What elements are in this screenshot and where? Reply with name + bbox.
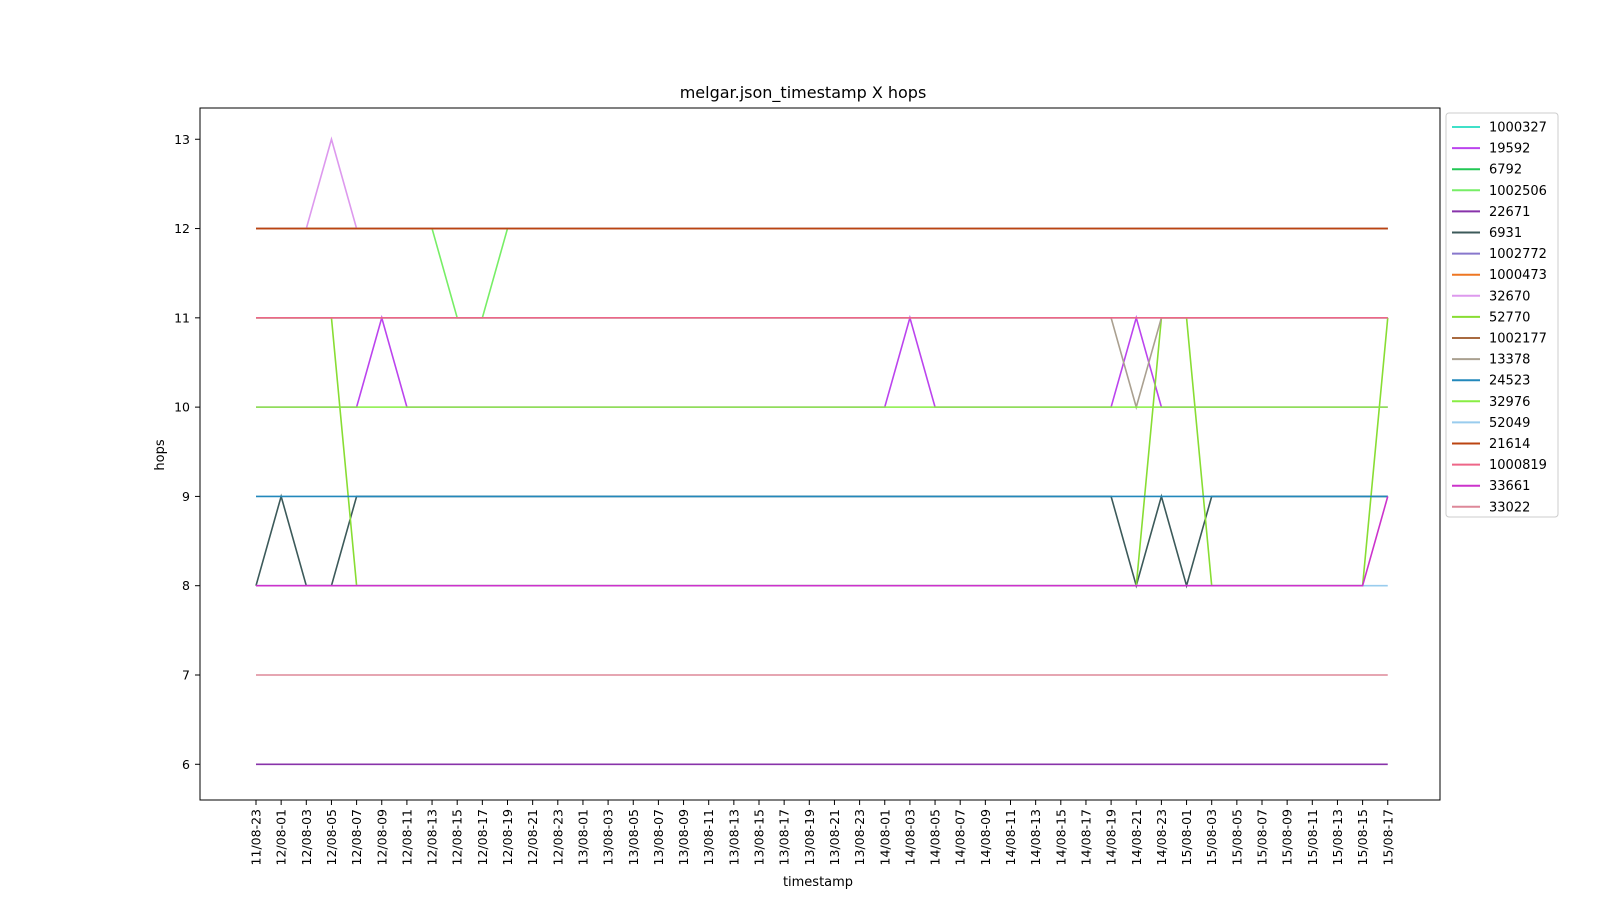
x-tick-label: 11/08-23 bbox=[249, 809, 264, 865]
y-axis-label: hops bbox=[153, 439, 168, 470]
x-tick-label: 13/08-21 bbox=[827, 809, 842, 865]
legend-label-6931: 6931 bbox=[1489, 226, 1522, 241]
x-tick-label: 13/08-15 bbox=[752, 809, 767, 865]
legend-label-32976: 32976 bbox=[1489, 395, 1530, 410]
x-tick-label: 13/08-05 bbox=[626, 809, 641, 865]
x-tick-label: 15/08-07 bbox=[1255, 809, 1270, 865]
x-tick-label: 15/08-01 bbox=[1179, 809, 1194, 865]
x-axis: 11/08-23 12/08-01 12/08-03 12/08-05 12/08-07… bbox=[249, 800, 1395, 865]
legend-label-21614: 21614 bbox=[1489, 437, 1530, 452]
legend-label-33022: 33022 bbox=[1489, 500, 1530, 515]
y-tick-label: 10 bbox=[174, 400, 190, 415]
x-tick-label: 14/08-21 bbox=[1129, 809, 1144, 865]
x-tick-label: 14/08-11 bbox=[1003, 809, 1018, 865]
x-tick-label: 14/08-07 bbox=[953, 809, 968, 865]
x-tick-label: 14/08-15 bbox=[1053, 809, 1068, 865]
legend-label-22671: 22671 bbox=[1489, 205, 1530, 220]
x-tick-label: 15/08-11 bbox=[1305, 809, 1320, 865]
x-tick-label: 14/08-23 bbox=[1154, 809, 1169, 865]
x-tick-label: 12/08-17 bbox=[475, 809, 490, 865]
legend-label-32670: 32670 bbox=[1489, 289, 1530, 304]
x-tick-label: 14/08-03 bbox=[902, 809, 917, 865]
plot-area bbox=[199, 107, 1441, 801]
x-tick-label: 14/08-01 bbox=[877, 809, 892, 865]
x-tick-label: 13/08-13 bbox=[726, 809, 741, 865]
legend-label-33661: 33661 bbox=[1489, 479, 1530, 494]
x-tick-label: 12/08-03 bbox=[299, 809, 314, 865]
x-tick-label: 15/08-15 bbox=[1355, 809, 1370, 865]
legend-label-1002177: 1002177 bbox=[1489, 332, 1547, 347]
x-tick-label: 15/08-13 bbox=[1330, 809, 1345, 865]
x-tick-label: 14/08-19 bbox=[1104, 809, 1119, 865]
legend-box bbox=[1445, 112, 1559, 518]
x-tick-label: 12/08-05 bbox=[324, 809, 339, 865]
x-tick-label: 12/08-15 bbox=[450, 809, 465, 865]
x-tick-label: 13/08-01 bbox=[575, 809, 590, 865]
legend-label-1002772: 1002772 bbox=[1489, 247, 1547, 262]
y-tick-label: 7 bbox=[182, 667, 190, 682]
x-tick-label: 14/08-09 bbox=[978, 809, 993, 865]
x-tick-label: 13/08-09 bbox=[676, 809, 691, 865]
x-tick-label: 14/08-13 bbox=[1028, 809, 1043, 865]
x-tick-label: 15/08-17 bbox=[1380, 809, 1395, 865]
x-tick-label: 13/08-19 bbox=[802, 809, 817, 865]
x-tick-label: 14/08-17 bbox=[1078, 809, 1093, 865]
x-tick-label: 15/08-09 bbox=[1280, 809, 1295, 865]
legend-label-19592: 19592 bbox=[1489, 142, 1530, 157]
legend-label-52049: 52049 bbox=[1489, 416, 1530, 431]
x-tick-label: 13/08-11 bbox=[701, 809, 716, 865]
legend: 1000327 19592 6792 1002506 22671 6931 1002772 1… bbox=[1445, 112, 1559, 518]
y-tick-label: 11 bbox=[174, 310, 190, 325]
x-tick-label: 13/08-03 bbox=[601, 809, 616, 865]
x-tick-label: 12/08-23 bbox=[550, 809, 565, 865]
x-tick-label: 13/08-17 bbox=[777, 809, 792, 865]
x-tick-label: 12/08-11 bbox=[399, 809, 414, 865]
x-tick-label: 13/08-23 bbox=[852, 809, 867, 865]
x-tick-label: 15/08-03 bbox=[1204, 809, 1219, 865]
legend-label-1002506: 1002506 bbox=[1489, 184, 1547, 199]
y-tick-label: 8 bbox=[182, 578, 190, 593]
y-tick-label: 13 bbox=[174, 132, 190, 147]
y-tick-label: 9 bbox=[182, 489, 190, 504]
legend-label-1000473: 1000473 bbox=[1489, 268, 1547, 283]
chart-title: melgar.json_timestamp X hops bbox=[680, 83, 927, 103]
series-line-33661 bbox=[256, 496, 1389, 587]
x-tick-label: 12/08-01 bbox=[274, 809, 289, 865]
x-tick-label: 12/08-07 bbox=[349, 809, 364, 865]
series-layer bbox=[255, 136, 1389, 766]
y-axis: 6 7 8 9 10 11 12 13 bbox=[174, 132, 200, 772]
x-axis-label: timestamp bbox=[783, 875, 853, 890]
x-tick-label: 12/08-19 bbox=[500, 809, 515, 865]
x-tick-label: 13/08-07 bbox=[651, 809, 666, 865]
legend-label-52770: 52770 bbox=[1489, 310, 1530, 325]
x-tick-label: 12/08-13 bbox=[425, 809, 440, 865]
y-tick-label: 6 bbox=[182, 757, 190, 772]
legend-label-6792: 6792 bbox=[1489, 163, 1522, 178]
legend-label-13378: 13378 bbox=[1489, 353, 1530, 368]
x-tick-label: 15/08-05 bbox=[1229, 809, 1244, 865]
x-tick-label: 12/08-09 bbox=[374, 809, 389, 865]
legend-label-24523: 24523 bbox=[1489, 374, 1530, 389]
legend-label-1000819: 1000819 bbox=[1489, 458, 1547, 473]
y-tick-label: 12 bbox=[174, 221, 190, 236]
legend-label-1000327: 1000327 bbox=[1489, 121, 1547, 136]
x-tick-label: 14/08-05 bbox=[928, 809, 943, 865]
x-tick-label: 12/08-21 bbox=[525, 809, 540, 865]
